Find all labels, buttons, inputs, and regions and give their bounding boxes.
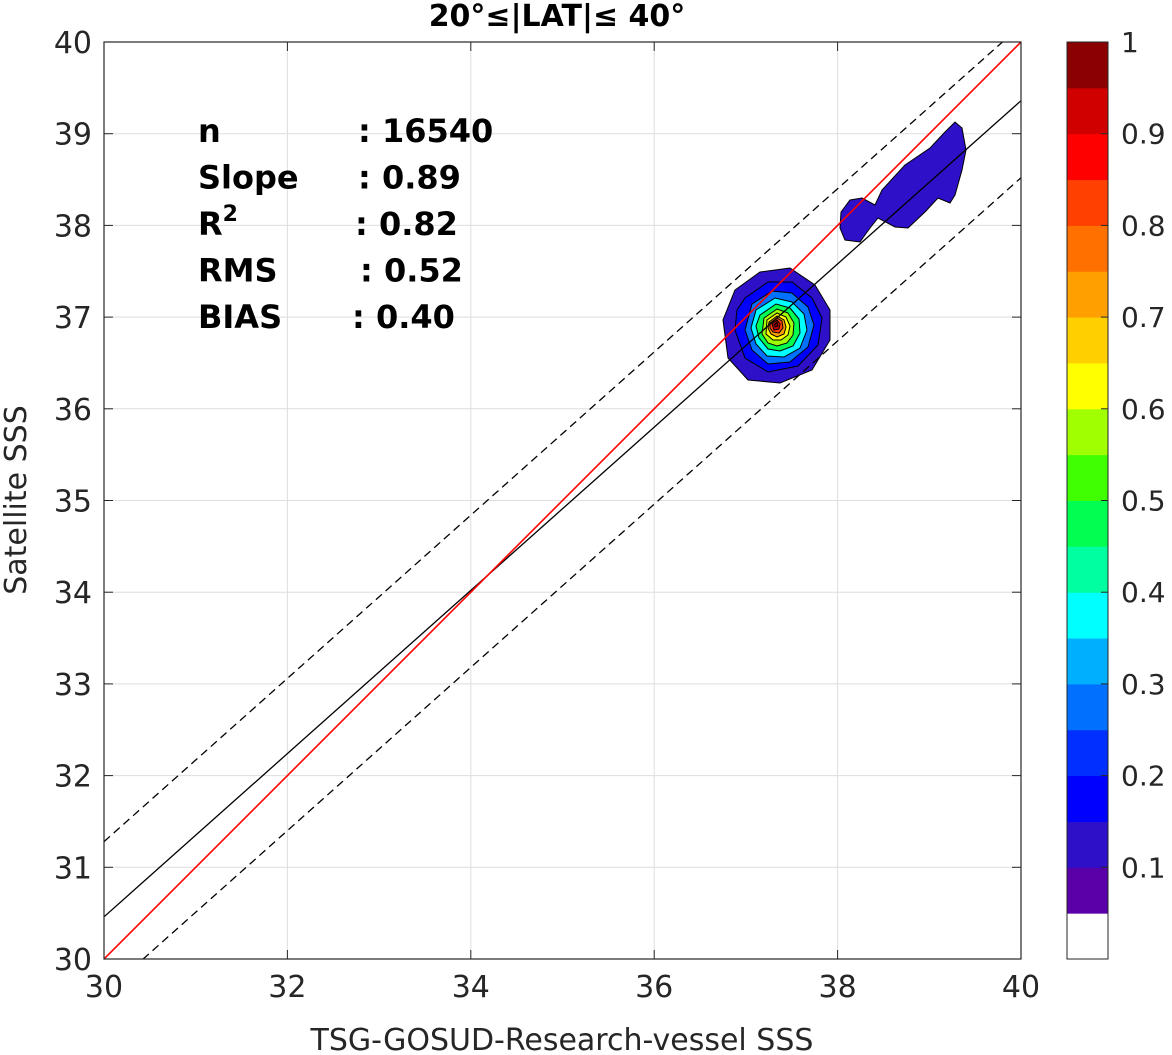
- colorbar-label-9: 1: [1121, 26, 1139, 59]
- y-tick-label-8: 38: [54, 209, 92, 244]
- stat-label-0: n: [198, 112, 221, 150]
- colorbar-swatch-10: [1067, 454, 1108, 501]
- x-tick-label-5: 40: [1002, 970, 1040, 1005]
- stat-superscript: 2: [223, 202, 238, 227]
- identity-line: [104, 42, 1021, 959]
- stat-label-2: R2: [198, 202, 238, 243]
- y-tick-label-1: 31: [54, 851, 92, 886]
- colorbar: 0.1 0.2 0.3 0.4 0.5 0.6 0.7 0.8 0.9 1: [1066, 26, 1166, 960]
- colorbar-swatch-8: [1067, 546, 1108, 593]
- colorbar-swatch-5: [1067, 683, 1108, 731]
- colorbar-swatch-6: [1067, 638, 1108, 685]
- upper-bound-line: [104, 42, 1004, 843]
- contour-blob-upper: [839, 121, 967, 243]
- lower-bound-line: [142, 177, 1021, 959]
- colorbar-swatch-11: [1067, 408, 1108, 456]
- x-tick-label-4: 38: [819, 970, 857, 1005]
- grid: [103, 41, 1022, 960]
- colorbar-label-4: 0.5: [1121, 485, 1166, 518]
- stat-value-4: : 0.40: [352, 298, 455, 336]
- colorbar-label-0: 0.1: [1121, 851, 1166, 884]
- colorbar-label-8: 0.9: [1121, 118, 1166, 151]
- stats-block: n : 16540 Slope : 0.89 R2 : 0.82 RMS : 0.52 BIAS…: [198, 112, 493, 336]
- colorbar-label-3: 0.4: [1121, 576, 1166, 609]
- reference-lines: [104, 42, 1021, 959]
- y-tick-label-4: 34: [54, 576, 92, 611]
- chart-title: 20°≤|LAT|≤ 40°: [429, 0, 686, 34]
- colorbar-swatch-4: [1067, 729, 1108, 777]
- x-tick-label-0: 30: [85, 970, 123, 1005]
- y-tick-label-7: 37: [54, 301, 92, 336]
- colorbar-label-5: 0.6: [1121, 393, 1166, 426]
- colorbar-swatch-1: [1067, 867, 1108, 914]
- x-tick-label-1: 32: [268, 970, 306, 1005]
- colorbar-label-6: 0.7: [1121, 301, 1166, 334]
- colorbar-swatch-13: [1067, 317, 1108, 364]
- stat-label-4: BIAS: [198, 298, 282, 336]
- plot-content: [104, 42, 1021, 959]
- y-axis-ticks: 30 31 32 33 34 35 36 37 38 39 40: [54, 26, 1021, 978]
- y-tick-label-10: 40: [54, 26, 92, 61]
- stat-value-0: : 16540: [358, 112, 493, 150]
- colorbar-swatch-7: [1067, 592, 1108, 639]
- colorbar-swatch-2: [1067, 821, 1108, 868]
- colorbar-swatch-18: [1067, 87, 1108, 135]
- y-tick-label-5: 35: [54, 485, 92, 520]
- colorbar-swatch-9: [1067, 500, 1108, 547]
- x-tick-label-2: 34: [452, 970, 490, 1005]
- stat-value-3: : 0.52: [360, 252, 463, 290]
- y-tick-label-9: 39: [54, 118, 92, 153]
- x-axis-ticks: 30 32 34 36 38 40: [85, 42, 1040, 1005]
- y-axis-label: Satellite SSS: [0, 405, 34, 595]
- colorbar-swatch-17: [1067, 133, 1108, 181]
- colorbar-swatch-19: [1067, 42, 1108, 89]
- y-tick-label-6: 36: [54, 393, 92, 428]
- colorbar-swatch-15: [1067, 225, 1108, 272]
- colorbar-swatch-12: [1067, 362, 1108, 410]
- y-tick-label-0: 30: [54, 943, 92, 978]
- colorbar-swatch-16: [1067, 179, 1108, 226]
- stat-label-3: RMS: [198, 252, 278, 290]
- colorbar-swatch-0: [1067, 913, 1108, 960]
- y-tick-label-3: 33: [54, 668, 92, 703]
- x-tick-label-3: 36: [635, 970, 673, 1005]
- colorbar-label-2: 0.3: [1121, 668, 1166, 701]
- colorbar-label-1: 0.2: [1121, 760, 1166, 793]
- stat-value-2: : 0.82: [355, 205, 458, 243]
- colorbar-swatch-3: [1067, 775, 1108, 822]
- x-axis-label: TSG-GOSUD-Research-vessel SSS: [310, 1023, 814, 1055]
- colorbar-swatch-14: [1067, 271, 1108, 318]
- colorbar-label-7: 0.8: [1121, 209, 1166, 242]
- contour-main: [722, 267, 831, 384]
- stat-value-1: : 0.89: [358, 159, 461, 197]
- stat-label-1: Slope: [198, 159, 299, 197]
- y-tick-label-2: 32: [54, 760, 92, 795]
- fit-line: [104, 100, 1021, 918]
